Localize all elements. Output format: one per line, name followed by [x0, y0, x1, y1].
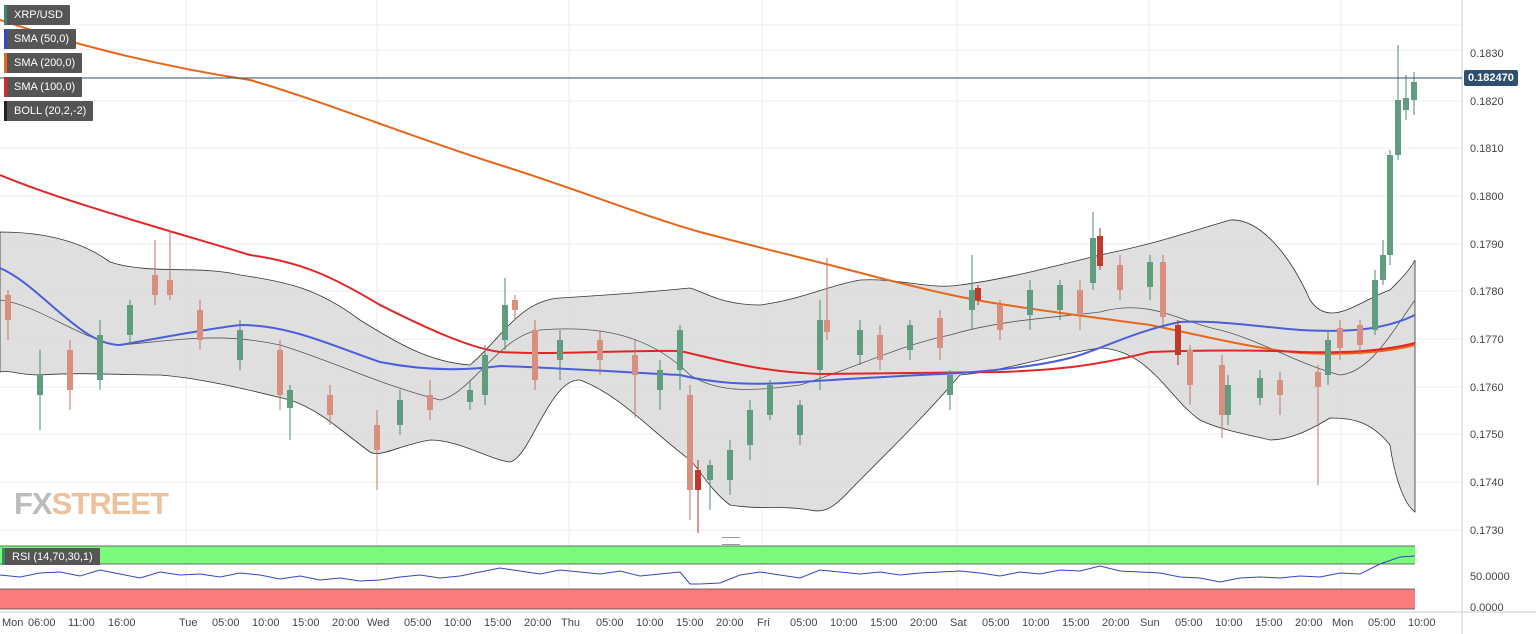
svg-text:Mon: Mon — [2, 617, 23, 629]
boll-color-swatch — [4, 101, 7, 121]
rsi-oversold-zone — [0, 589, 1415, 609]
current-price-tag: 0.182470 — [1464, 70, 1518, 86]
legend-bollinger[interactable]: BOLL (20,2,-2) — [4, 101, 94, 121]
svg-text:20:00: 20:00 — [910, 617, 938, 629]
svg-text:0.1830: 0.1830 — [1470, 48, 1504, 60]
legend-label: XRP/USD — [14, 9, 63, 21]
svg-text:0.1730: 0.1730 — [1470, 525, 1504, 537]
fxstreet-logo: FXSTREET — [14, 486, 169, 521]
symbol-color-swatch — [4, 5, 7, 25]
svg-text:10:00: 10:00 — [1408, 617, 1436, 629]
svg-text:10:00: 10:00 — [830, 617, 858, 629]
svg-text:10:00: 10:00 — [1215, 617, 1243, 629]
svg-text:Sun: Sun — [1140, 617, 1160, 629]
svg-text:0.1750: 0.1750 — [1470, 429, 1504, 441]
legend-symbol[interactable]: XRP/USD — [4, 5, 70, 25]
svg-text:16:00: 16:00 — [108, 617, 136, 629]
rsi-color-swatch — [2, 548, 5, 565]
svg-text:05:00: 05:00 — [1368, 617, 1396, 629]
candlesticks[interactable] — [5, 45, 1417, 533]
svg-text:Mon: Mon — [1332, 617, 1353, 629]
legend-label: SMA (200,0) — [14, 57, 76, 69]
svg-text:Tue: Tue — [179, 617, 198, 629]
svg-text:15:00: 15:00 — [870, 617, 898, 629]
svg-text:05:00: 05:00 — [212, 617, 240, 629]
time-axis[interactable]: Mon 06:00 11:00 16:00 Tue 05:00 10:00 15… — [2, 617, 1436, 629]
svg-text:Thu: Thu — [561, 617, 580, 629]
svg-text:0.1760: 0.1760 — [1470, 382, 1504, 394]
legend-sma-200[interactable]: SMA (200,0) — [4, 53, 83, 73]
svg-text:10:00: 10:00 — [636, 617, 664, 629]
sma50-color-swatch — [4, 29, 7, 49]
svg-text:0.1800: 0.1800 — [1470, 191, 1504, 203]
svg-text:0.1780: 0.1780 — [1470, 286, 1504, 298]
svg-text:0.1810: 0.1810 — [1470, 143, 1504, 155]
svg-text:10:00: 10:00 — [1022, 617, 1050, 629]
svg-text:15:00: 15:00 — [484, 617, 512, 629]
rsi-legend[interactable]: RSI (14,70,30,1) — [2, 548, 100, 565]
svg-text:10:00: 10:00 — [444, 617, 472, 629]
svg-text:0.1790: 0.1790 — [1470, 239, 1504, 251]
sma200-color-swatch — [4, 53, 7, 73]
indicator-legend: XRP/USD SMA (50,0) SMA (200,0) SMA (100,… — [4, 5, 94, 121]
svg-text:20:00: 20:00 — [1102, 617, 1130, 629]
svg-text:0.0000: 0.0000 — [1470, 602, 1504, 614]
svg-text:15:00: 15:00 — [1255, 617, 1283, 629]
bollinger-middle — [0, 299, 1416, 401]
svg-text:Fri: Fri — [757, 617, 770, 629]
sma-200-line — [0, 19, 1416, 355]
svg-text:0.1770: 0.1770 — [1470, 334, 1504, 346]
legend-sma-100[interactable]: SMA (100,0) — [4, 77, 83, 97]
svg-text:15:00: 15:00 — [292, 617, 320, 629]
svg-text:0.1740: 0.1740 — [1470, 477, 1504, 489]
svg-text:10:00: 10:00 — [252, 617, 280, 629]
svg-text:20:00: 20:00 — [716, 617, 744, 629]
rsi-label-text: RSI (14,70,30,1) — [12, 550, 93, 563]
svg-text:15:00: 15:00 — [676, 617, 704, 629]
sma-100-line — [0, 174, 1416, 376]
svg-text:0.1820: 0.1820 — [1470, 96, 1504, 108]
rsi-line — [0, 555, 1416, 585]
rsi-overbought-zone — [0, 546, 1415, 564]
legend-label: BOLL (20,2,-2) — [14, 105, 87, 117]
svg-text:Sat: Sat — [950, 617, 967, 629]
svg-text:05:00: 05:00 — [790, 617, 818, 629]
sma100-color-swatch — [4, 77, 7, 97]
svg-text:06:00: 06:00 — [28, 617, 56, 629]
svg-text:20:00: 20:00 — [1295, 617, 1323, 629]
svg-text:Wed: Wed — [367, 617, 389, 629]
svg-text:05:00: 05:00 — [404, 617, 432, 629]
sma-50-line — [0, 267, 1416, 385]
svg-text:20:00: 20:00 — [332, 617, 360, 629]
rsi-panel[interactable]: 50.0000 0.0000 — [0, 545, 1510, 614]
svg-text:20:00: 20:00 — [524, 617, 552, 629]
svg-text:11:00: 11:00 — [68, 617, 95, 629]
svg-text:50.0000: 50.0000 — [1470, 571, 1510, 583]
svg-text:15:00: 15:00 — [1062, 617, 1090, 629]
legend-label: SMA (100,0) — [14, 81, 76, 93]
svg-text:05:00: 05:00 — [596, 617, 624, 629]
legend-label: SMA (50,0) — [14, 33, 70, 45]
svg-text:05:00: 05:00 — [982, 617, 1010, 629]
legend-sma-50[interactable]: SMA (50,0) — [4, 29, 77, 49]
svg-text:05:00: 05:00 — [1175, 617, 1203, 629]
panel-resize-handle[interactable] — [722, 537, 740, 545]
price-axis[interactable]: 0.1830 0.1820 0.1810 0.1800 0.1790 0.178… — [1470, 48, 1504, 537]
